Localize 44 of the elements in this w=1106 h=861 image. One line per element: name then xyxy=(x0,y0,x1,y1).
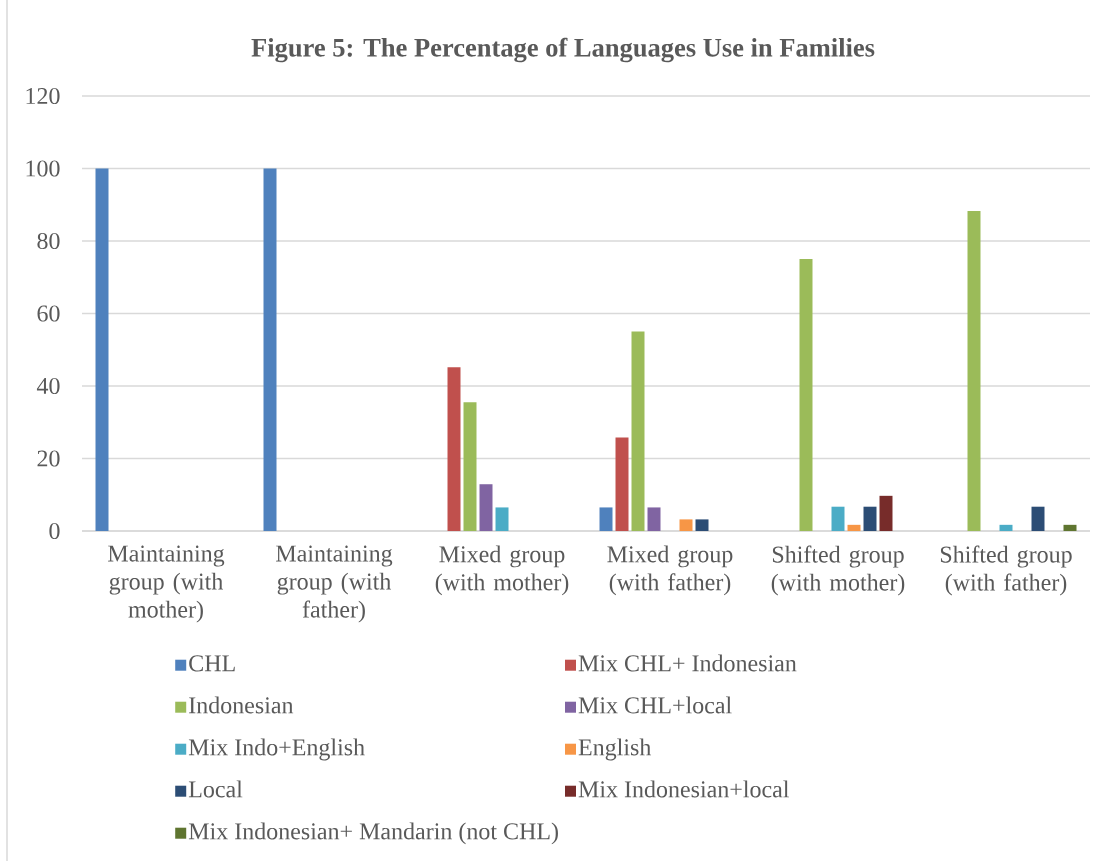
bar xyxy=(695,519,709,531)
x-tick-label: Shifted group (with father) xyxy=(940,545,1072,596)
y-tick-label: 40 xyxy=(36,377,60,395)
y-tick-label: 80 xyxy=(37,232,60,250)
x-tick-label: Mixed group (with father) xyxy=(607,545,733,596)
y-tick-label: 0 xyxy=(49,522,60,540)
bar xyxy=(615,437,629,531)
bar xyxy=(599,507,613,531)
legend-label: English xyxy=(578,738,652,761)
bar xyxy=(999,524,1013,531)
bar xyxy=(967,210,981,531)
bar xyxy=(1063,524,1077,531)
legend-label: Mix CHL+ Indonesian xyxy=(578,654,797,672)
x-tick-label: Maintaining group (with mother) xyxy=(108,545,225,623)
bar xyxy=(799,259,813,531)
chart-title: Figure 5: The Percentage of Languages Use in Families xyxy=(251,37,875,63)
y-tick-label: 120 xyxy=(26,87,60,105)
x-tick-label: Maintaining group (with father) xyxy=(276,545,393,623)
y-tick-label: 100 xyxy=(26,160,60,177)
bar xyxy=(479,484,493,531)
bar xyxy=(463,402,477,531)
bar xyxy=(831,506,845,531)
y-tick-label: 60 xyxy=(37,305,60,322)
bar xyxy=(1031,506,1045,531)
bar xyxy=(679,519,693,531)
bar xyxy=(847,524,861,531)
legend-label: Mix Indo+English xyxy=(188,738,365,761)
legend-label: Indonesian xyxy=(189,696,294,714)
x-tick-label: Mixed group (with mother) xyxy=(435,545,569,596)
legend-label: Mix Indonesian+ Mandarin (not CHL) xyxy=(188,822,558,845)
legend-label: Mix CHL+local xyxy=(578,696,732,714)
bar xyxy=(631,331,645,531)
bar xyxy=(95,168,109,531)
bar xyxy=(495,507,509,531)
bar xyxy=(263,168,277,531)
bar xyxy=(879,495,893,531)
legend-label: Mix Indonesian+local xyxy=(578,780,790,798)
x-tick-label: Shifted group (with mother) xyxy=(771,545,905,596)
legend-label: Local xyxy=(188,780,243,798)
bar xyxy=(647,507,661,531)
y-tick-label: 20 xyxy=(37,450,60,467)
bar xyxy=(447,367,461,531)
bar xyxy=(863,506,877,531)
legend-label: CHL xyxy=(189,655,235,672)
